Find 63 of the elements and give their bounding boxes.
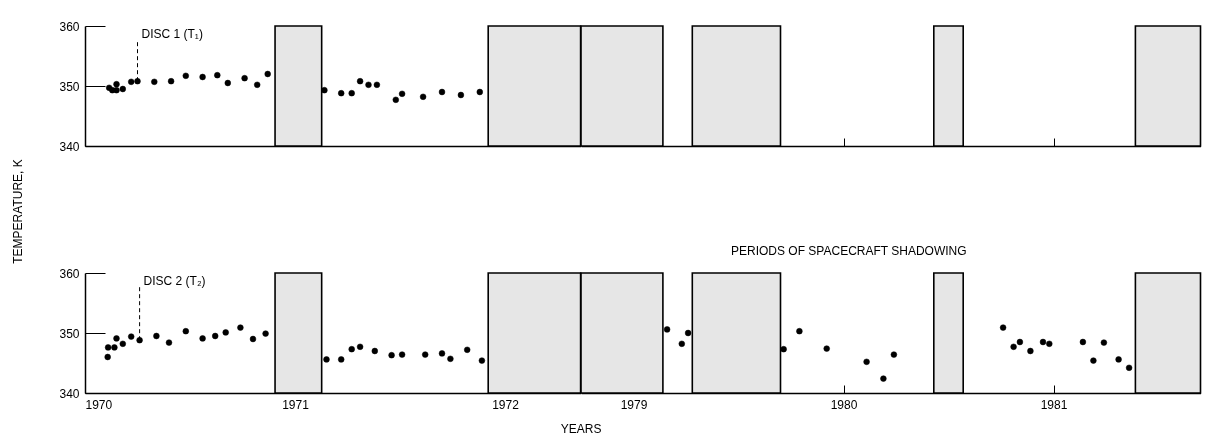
point	[134, 78, 141, 85]
point	[796, 328, 803, 335]
point	[438, 88, 446, 96]
point	[999, 324, 1007, 331]
point	[254, 81, 261, 88]
y-tick-label: 360	[59, 19, 80, 34]
point	[214, 72, 221, 79]
y-tick-label: 350	[59, 326, 80, 341]
point	[113, 87, 120, 94]
point	[457, 91, 465, 99]
point	[1079, 338, 1087, 346]
point	[1039, 338, 1047, 346]
point	[182, 72, 189, 79]
point	[1016, 338, 1024, 346]
point	[890, 351, 898, 358]
point	[373, 81, 381, 88]
annotation: DISC 1 (T₁)	[141, 27, 203, 41]
point	[1125, 364, 1133, 371]
point	[398, 90, 406, 97]
point	[684, 329, 692, 337]
point	[419, 93, 427, 100]
point	[1010, 343, 1017, 350]
y-axis-title: TEMPERATURE, K	[10, 159, 25, 264]
point	[348, 90, 355, 97]
point	[113, 81, 120, 88]
point	[1027, 347, 1034, 355]
point	[128, 78, 135, 85]
x-tick-label: 1971	[282, 397, 310, 412]
x-tick-label: 1970	[85, 397, 113, 412]
point	[1046, 340, 1053, 347]
y-tick-label: 350	[59, 79, 80, 94]
point	[224, 79, 231, 87]
y-tick-label: 360	[59, 266, 80, 281]
point	[1100, 339, 1108, 346]
point	[356, 78, 364, 85]
point	[264, 70, 271, 78]
point	[823, 345, 830, 352]
point	[678, 340, 685, 347]
point	[167, 78, 175, 85]
y-tick-label: 340	[59, 139, 80, 154]
x-tick-label: 1980	[830, 397, 858, 412]
point	[151, 78, 158, 85]
text: PERIODS OF SPACECRAFT SHADOWING	[731, 244, 967, 258]
point	[199, 73, 206, 81]
point	[338, 90, 345, 97]
y-tick-label: 340	[59, 386, 80, 401]
x-tick-label: 1972	[492, 397, 520, 412]
point	[241, 75, 248, 82]
point	[321, 87, 328, 94]
point	[663, 326, 671, 333]
point	[880, 375, 887, 382]
annotation: DISC 2 (T₂)	[143, 274, 206, 288]
x-tick-label: 1981	[1040, 397, 1068, 412]
x-axis-title: YEARS	[560, 421, 602, 436]
point	[1090, 357, 1097, 364]
point	[119, 85, 126, 93]
x-tick-label: 1979	[620, 397, 648, 412]
point	[780, 346, 787, 353]
point	[365, 81, 372, 88]
point	[392, 96, 399, 103]
point	[1115, 356, 1122, 363]
point	[863, 358, 870, 365]
point	[476, 88, 483, 96]
